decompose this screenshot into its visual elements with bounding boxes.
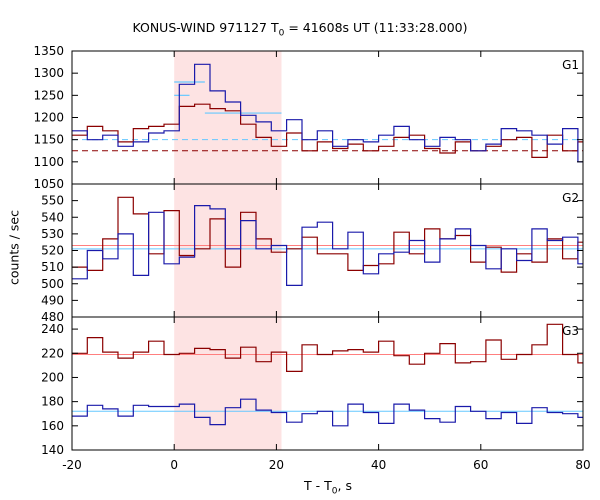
x-tick-label: 60: [473, 458, 488, 472]
panel-label: G3: [562, 324, 579, 338]
highlight-band: [174, 317, 282, 450]
y-axis-label: counts / sec: [6, 210, 22, 286]
y-tick-label: 1050: [33, 177, 64, 191]
y-tick-label: 160: [41, 419, 64, 433]
y-tick-label: 530: [41, 227, 64, 241]
y-tick-label: 1300: [33, 66, 64, 80]
y-tick-label: 1100: [33, 155, 64, 169]
red-series-line: [72, 323, 583, 372]
y-tick-label: 240: [41, 322, 64, 336]
x-axis-label: T - T0, s: [304, 478, 352, 497]
y-tick-label: 550: [41, 194, 64, 208]
x-tick-label: -20: [62, 458, 82, 472]
y-tick-label: 520: [41, 244, 64, 258]
blue-series-line: [72, 398, 583, 427]
y-tick-label: 180: [41, 395, 64, 409]
chart-title: KONUS-WIND 971127 T0 = 41608s UT (11:33:…: [132, 20, 468, 39]
y-tick-label: 220: [41, 346, 64, 360]
highlight-band: [174, 184, 282, 317]
x-tick-label: 40: [371, 458, 386, 472]
y-tick-label: 500: [41, 277, 64, 291]
panel-frame: [71, 50, 584, 185]
axes-layer: 1050 1100 1150 1200 1250 1300 1350 G1 480 490 500 5…: [33, 44, 590, 472]
x-tick-label: 80: [575, 458, 590, 472]
highlight-band: [174, 51, 282, 184]
y-tick-label: 480: [41, 310, 64, 324]
panel-label: G1: [562, 58, 579, 72]
y-tick-label: 200: [41, 370, 64, 384]
y-tick-label: 490: [41, 293, 64, 307]
x-tick-label: 0: [170, 458, 178, 472]
y-tick-label: 1200: [33, 111, 64, 125]
panel-label: G2: [562, 191, 579, 205]
y-tick-label: 1250: [33, 88, 64, 102]
lines-layer: [72, 63, 583, 427]
y-tick-label: 1150: [33, 133, 64, 147]
y-tick-label: 540: [41, 210, 64, 224]
y-tick-label: 140: [41, 443, 64, 457]
highlight-layer: [174, 51, 282, 450]
blue-series-line: [72, 205, 583, 286]
y-tick-label: 510: [41, 260, 64, 274]
x-tick-label: 20: [269, 458, 284, 472]
panel-frame: [71, 316, 584, 451]
blue-series-line: [72, 63, 583, 163]
y-tick-label: 1350: [33, 44, 64, 58]
